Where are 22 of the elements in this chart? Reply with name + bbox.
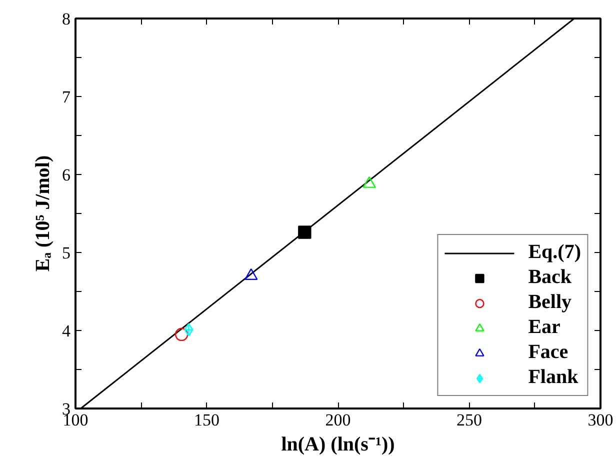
legend-label: Back: [528, 266, 572, 289]
x-axis-title: ln(A) (ln(s⁻¹)): [281, 434, 395, 456]
y-tick-label: 6: [62, 166, 70, 184]
point: [362, 176, 376, 188]
point: [244, 268, 258, 280]
y-tick-label: 5: [62, 244, 70, 262]
y-tick-label: 8: [62, 10, 70, 28]
point: [184, 323, 194, 336]
x-tick-label: 250: [456, 410, 482, 430]
point: [174, 328, 188, 341]
legend-label: Ear: [528, 316, 560, 339]
point: [298, 226, 312, 239]
y-axis-title: Eₐ (10⁵ J/mol): [32, 155, 54, 272]
legend-label: Eq.(7): [528, 241, 581, 264]
x-tick-label: 300: [588, 410, 614, 430]
x-tick-label: 200: [325, 410, 351, 430]
legend-label: Belly: [528, 291, 572, 314]
legend-label: Face: [528, 341, 568, 364]
x-tick-label: 150: [194, 410, 220, 430]
y-tick-label: 7: [62, 88, 71, 106]
legend-label: Flank: [528, 366, 578, 389]
y-tick-label: 4: [62, 322, 71, 340]
